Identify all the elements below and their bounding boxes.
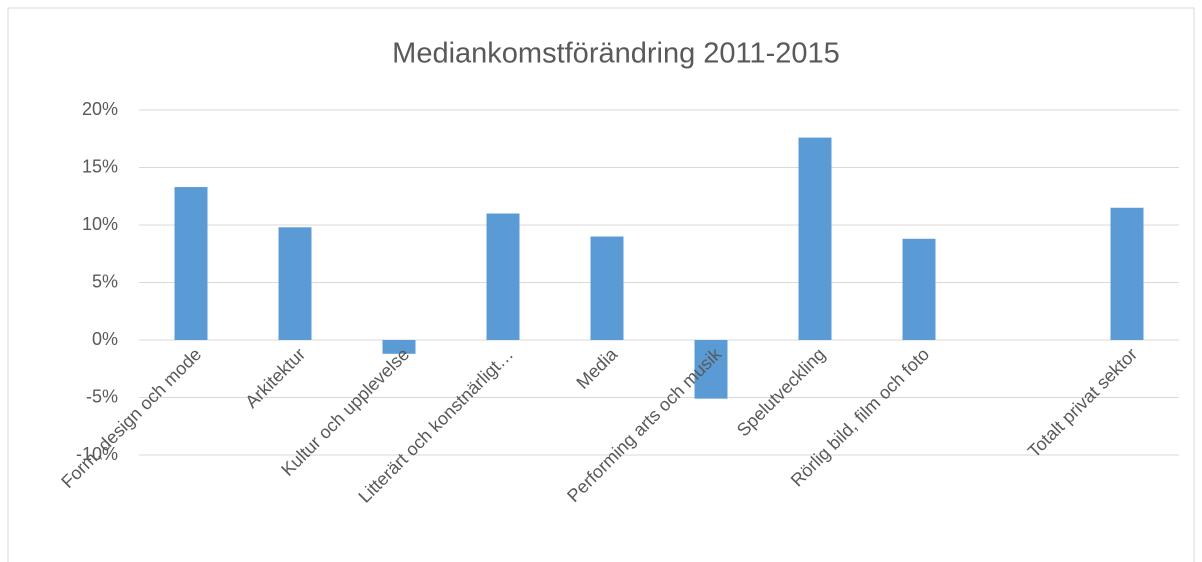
bar	[798, 137, 832, 340]
y-tick-label: 0%	[92, 329, 118, 349]
bar	[382, 340, 416, 354]
y-tick-label: 20%	[82, 99, 118, 119]
y-tick-label: 5%	[92, 271, 118, 291]
y-tick-label: 10%	[82, 214, 118, 234]
chart-border	[7, 7, 1195, 562]
x-tick-label: Form, design och mode	[57, 344, 205, 492]
bar	[1110, 207, 1144, 340]
bar	[278, 227, 312, 340]
y-tick-label: -10%	[76, 444, 118, 464]
bar	[694, 340, 728, 399]
chart-title: Mediankomstförändring 2011-2015	[392, 38, 840, 70]
bar	[590, 236, 624, 340]
x-tick-label: Arkitektur	[241, 344, 309, 412]
y-tick-label: -5%	[86, 386, 118, 406]
x-tick-label: Media	[572, 343, 622, 393]
bar	[486, 213, 520, 340]
x-tick-label: Totalt privat sektor	[1024, 344, 1141, 461]
bar	[174, 187, 208, 340]
y-tick-label: 15%	[82, 156, 118, 176]
x-tick-label: Spelutveckling	[733, 344, 829, 440]
bar	[902, 238, 936, 340]
